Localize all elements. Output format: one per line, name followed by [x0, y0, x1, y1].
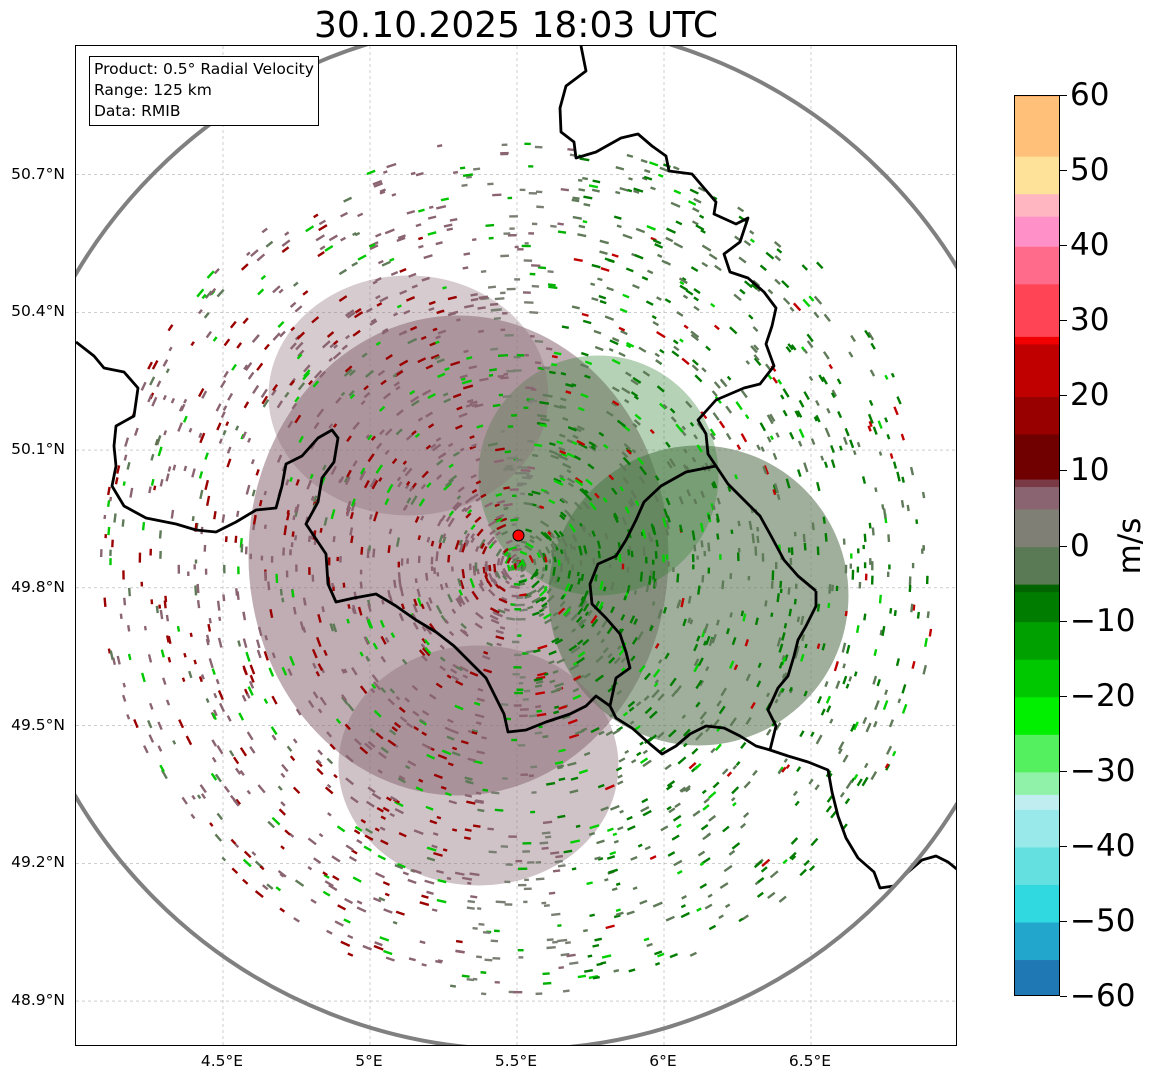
colorbar-tick-label: 60 [1070, 77, 1110, 113]
colorbar-segment [1015, 591, 1059, 623]
colorbar-segment [1015, 96, 1059, 97]
colorbar-tick-label: −40 [1070, 827, 1136, 864]
colorbar-tick-label: −60 [1070, 978, 1136, 1014]
colorbar-tick-mark [1060, 320, 1067, 322]
product-label: Product: 0.5° Radial Velocity [94, 60, 314, 78]
data-source-label: Data: RMIB [94, 102, 181, 120]
colorbar-tick-label: 20 [1070, 377, 1110, 414]
colorbar [1014, 95, 1060, 996]
colorbar-tick-label: 50 [1070, 152, 1110, 189]
velocity-echoes [99, 142, 933, 996]
colorbar-segment [1015, 734, 1059, 773]
colorbar-segment [1015, 486, 1059, 510]
country-borders [76, 46, 956, 890]
colorbar-segment [1015, 336, 1059, 345]
border-line [588, 464, 717, 707]
range-label: Range: 125 km [94, 81, 212, 99]
colorbar-segment [1015, 546, 1059, 585]
colorbar-segment [1015, 246, 1059, 285]
colorbar-tick-mark [1060, 170, 1067, 172]
colorbar-segment [1015, 921, 1059, 961]
colorbar-segment [1015, 884, 1059, 923]
colorbar-segment [1015, 156, 1059, 195]
colorbar-tick-mark [1060, 95, 1067, 96]
colorbar-tick-mark [1060, 770, 1067, 772]
lon-tick-label: 5.5°E [494, 1052, 538, 1070]
colorbar-tick-label: 0 [1070, 527, 1090, 564]
colorbar-segment [1015, 621, 1059, 660]
colorbar-gradient [1015, 96, 1059, 995]
colorbar-segment [1015, 283, 1059, 337]
colorbar-tick-mark [1060, 996, 1067, 997]
colorbar-tick-label: −10 [1070, 602, 1136, 639]
lat-tick-label: 49.2°N [11, 853, 65, 872]
colorbar-segment [1015, 193, 1059, 217]
border-line [608, 591, 818, 756]
lat-tick-label: 50.7°N [11, 164, 65, 183]
lon-tick-label: 6°E [649, 1052, 677, 1070]
chart-title: 30.10.2025 18:03 UTC [313, 5, 719, 46]
colorbar-tick-mark [1060, 695, 1067, 697]
colorbar-segment [1015, 846, 1059, 885]
colorbar-tick-label: 10 [1070, 452, 1110, 489]
colorbar-segment [1015, 433, 1059, 480]
lat-tick-label: 49.8°N [11, 577, 65, 596]
colorbar-tick-mark [1060, 395, 1067, 397]
colorbar-tick-mark [1060, 845, 1067, 847]
border-line [558, 46, 778, 467]
colorbar-tick-mark [1060, 920, 1067, 922]
colorbar-tick-label: −30 [1070, 752, 1136, 789]
radar-site-marker[interactable] [512, 529, 525, 542]
colorbar-segment [1015, 216, 1059, 247]
radar-map-canvas [76, 46, 956, 1045]
colorbar-segment [1015, 771, 1059, 795]
colorbar-segment [1015, 96, 1059, 157]
border-line [769, 748, 956, 890]
colorbar-segment [1015, 584, 1059, 593]
lon-tick-label: 5°E [355, 1052, 383, 1070]
border-line [76, 340, 611, 734]
colorbar-segment [1015, 508, 1059, 548]
colorbar-tick-label: 40 [1070, 227, 1110, 264]
colorbar-tick-mark [1060, 470, 1067, 472]
colorbar-segment [1015, 959, 1059, 995]
colorbar-tick-label: 30 [1070, 302, 1110, 339]
lat-tick-label: 50.4°N [11, 302, 65, 321]
colorbar-segment [1015, 809, 1059, 848]
lon-tick-label: 4.5°E [200, 1052, 244, 1070]
radar-map[interactable] [75, 45, 957, 1046]
colorbar-segment [1015, 696, 1059, 735]
colorbar-segment [1015, 343, 1059, 397]
colorbar-tick-mark [1060, 545, 1067, 547]
lat-tick-label: 49.5°N [11, 715, 65, 734]
colorbar-label: m/s [1112, 517, 1148, 575]
product-info-box: Product: 0.5° Radial Velocity Range: 125… [89, 56, 319, 126]
lat-tick-label: 50.1°N [11, 440, 65, 459]
colorbar-segment [1015, 659, 1059, 698]
colorbar-segment [1015, 396, 1059, 435]
border-line [714, 465, 817, 593]
lon-tick-label: 6.5°E [788, 1052, 832, 1070]
colorbar-segment [1015, 794, 1059, 810]
colorbar-segment [1015, 478, 1059, 488]
colorbar-tick-label: −20 [1070, 677, 1136, 714]
colorbar-tick-mark [1060, 245, 1067, 247]
colorbar-tick-mark [1060, 620, 1067, 622]
colorbar-tick-label: −50 [1070, 902, 1136, 939]
lat-tick-label: 48.9°N [11, 991, 65, 1010]
